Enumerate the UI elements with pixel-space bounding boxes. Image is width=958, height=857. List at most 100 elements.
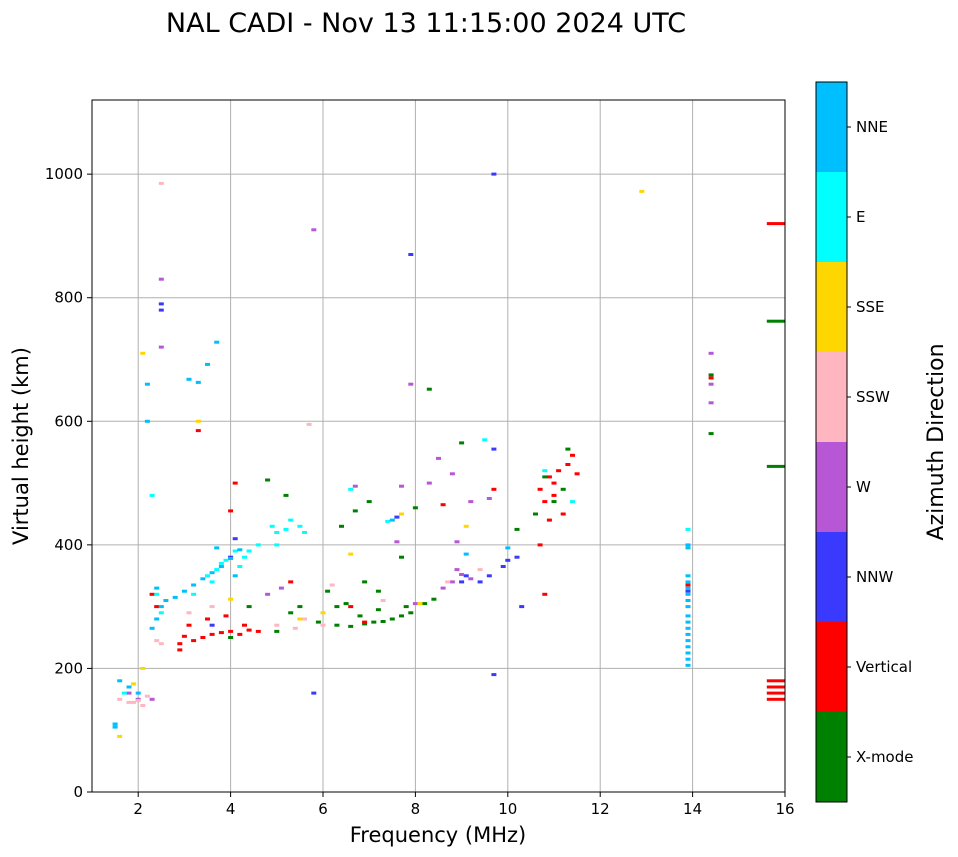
data-points [112,172,785,738]
data-point-nne [685,620,691,624]
data-point-vertical [556,469,562,473]
data-point-vertical [766,691,785,695]
data-point-ssw [117,697,123,701]
data-point-e [255,543,261,547]
data-point-x-mode [283,493,289,497]
data-point-nne [112,722,118,726]
x-tick-label: 12 [591,800,610,818]
y-tick-label: 800 [54,289,83,307]
data-point-nne [112,725,118,729]
data-point-w [708,382,714,386]
data-point-vertical [685,583,691,587]
data-point-vertical [546,475,552,479]
data-point-x-mode [362,580,368,584]
x-tick-label: 16 [775,800,794,818]
data-point-ssw [158,181,164,185]
data-point-e [302,531,307,534]
data-point-x-mode [560,487,566,491]
colorbar-swatch-e [816,172,847,262]
data-point-x-mode [246,605,252,609]
colorbar-label-sse: SSE [856,298,885,316]
data-point-x-mode [514,527,520,531]
colorbar-swatch-sse [816,262,847,352]
data-point-nnw [685,589,691,593]
data-point-vertical [218,631,224,635]
data-point-vertical [551,481,557,485]
data-point-x-mode [542,475,548,479]
data-point-vertical [181,634,187,638]
data-point-x-mode [551,500,557,504]
data-point-nnw [514,555,520,559]
y-tick-label: 400 [54,536,83,554]
data-point-w [394,540,400,544]
data-point-x-mode [708,373,714,377]
y-tick-label: 0 [73,783,83,801]
data-point-w [708,351,714,355]
data-point-ssw [154,639,160,643]
data-point-e [149,493,155,497]
y-axis-label: Virtual height (km) [9,347,33,545]
data-point-x-mode [422,602,428,606]
data-point-w [158,345,164,349]
data-point-sse [117,734,123,738]
data-point-e [570,500,575,504]
data-point-x-mode [426,387,432,391]
x-tick-label: 14 [683,800,702,818]
data-point-e [223,558,229,562]
data-point-vertical [237,632,243,636]
data-point-e [482,438,488,442]
data-point-vertical [537,487,543,491]
data-point-e [274,531,280,534]
data-point-vertical [537,543,543,547]
data-point-w [426,481,432,485]
data-point-x-mode [352,509,358,513]
data-point-nne [149,626,155,630]
data-point-vertical [149,592,155,596]
data-point-ssw [380,599,386,602]
data-point-w [454,568,460,572]
data-point-w [708,401,714,405]
data-point-nne [685,639,691,643]
data-point-e [191,592,197,596]
data-point-nne [191,583,197,587]
y-axis-ticks: 0 200 400 600 800 1000 [45,165,92,801]
grid-lines [92,100,786,793]
data-point-x-mode [274,629,280,633]
data-point-e [121,691,127,695]
data-point-ssw [477,568,483,572]
data-point-nnw [158,302,164,306]
data-point-nne [685,645,691,649]
data-point-e [158,611,164,615]
data-point-w [468,577,474,581]
data-point-w [449,472,455,476]
data-point-e [297,524,303,528]
data-point-vertical [542,500,548,504]
data-point-vertical [560,512,566,516]
data-point-x-mode [357,614,363,618]
x-tick-label: 6 [318,800,328,818]
data-point-nne [685,657,691,661]
data-point-e [269,524,275,528]
data-point-vertical [232,481,238,485]
data-point-vertical [362,620,368,624]
data-point-nnw [519,605,525,609]
colorbar-swatch-nnw [816,532,847,622]
data-point-x-mode [265,478,271,482]
data-point-ssw [144,694,150,698]
data-point-vertical [288,580,294,584]
data-point-x-mode [431,597,437,601]
data-point-vertical [766,697,785,701]
colorbar-swatch-x-mode [816,712,847,802]
data-point-nne [232,574,238,578]
data-point-x-mode [399,614,404,618]
data-point-nnw [209,623,215,627]
data-point-x-mode [325,589,331,593]
data-point-sse [131,682,137,686]
data-point-nnw [505,558,511,562]
data-point-ssw [209,605,215,609]
data-point-x-mode [565,447,571,451]
data-point-nnw [491,673,497,677]
data-point-nnw [394,515,400,519]
colorbar: X-mode Vertical NNW W SSW SSE E NNE [815,81,913,803]
data-point-e [237,565,243,568]
